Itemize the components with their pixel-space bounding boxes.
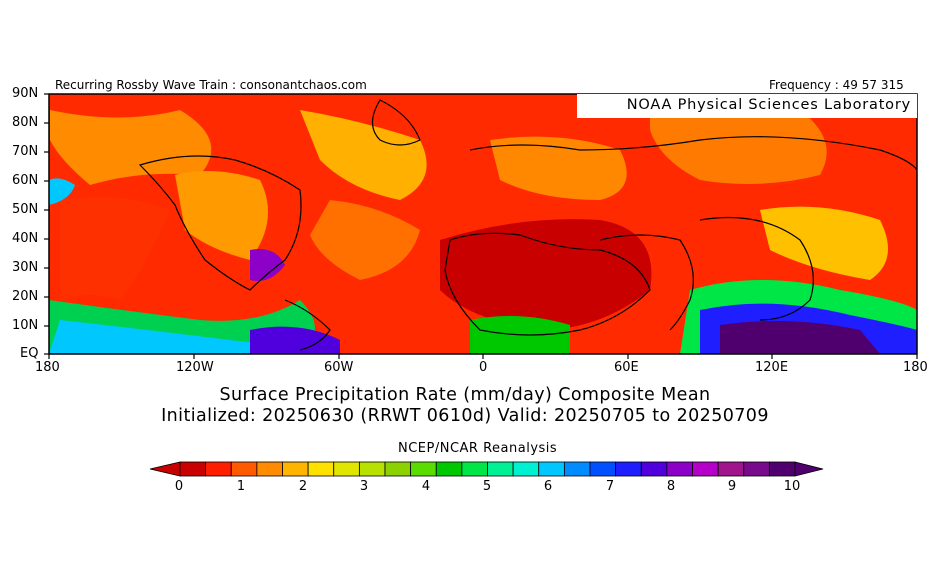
lon-label-60e: 60E — [614, 360, 639, 375]
colorbar-swatch — [717, 461, 745, 477]
colorbar-swatch — [563, 461, 591, 477]
colorbar-label-7: 7 — [605, 479, 615, 494]
colorbar-label-5: 5 — [482, 479, 492, 494]
lon-label-60w: 60W — [324, 360, 354, 375]
precip-field-europe — [490, 136, 627, 200]
precip-field-north-america — [175, 171, 268, 260]
lon-label-0: 0 — [479, 360, 488, 375]
colorbar-swatch — [512, 461, 540, 477]
lat-label-80n: 80N — [12, 115, 39, 130]
precip-field-itcz — [49, 320, 300, 354]
lat-label-10n: 10N — [12, 318, 39, 333]
colorbar-swatch — [538, 461, 565, 477]
precip-field-maritime-continent — [720, 321, 880, 354]
colorbar-high-arrow — [794, 461, 824, 477]
lon-label-120e: 120E — [755, 360, 789, 375]
colorbar-swatch — [666, 461, 693, 477]
lat-label-30n: 30N — [12, 260, 39, 275]
lat-label-20n: 20N — [12, 289, 39, 304]
colorbar-low-arrow — [149, 461, 181, 477]
colorbar-label-4: 4 — [421, 479, 431, 494]
colorbar-swatch — [743, 461, 770, 477]
colorbar-swatch — [692, 461, 719, 477]
colorbar-swatch — [179, 461, 207, 477]
colorbar-swatch — [640, 461, 668, 477]
colorbar-swatch — [461, 461, 488, 477]
colorbar-swatch — [615, 461, 642, 477]
colorbar-swatch — [487, 461, 514, 477]
colorbar-swatch — [333, 461, 360, 477]
lon-label-120w: 120W — [176, 360, 214, 375]
colorbar-swatch — [589, 461, 617, 477]
header-left-text: Recurring Rossby Wave Train : consonantc… — [55, 78, 367, 92]
colorbar-swatch — [358, 461, 386, 477]
colorbar-swatch — [307, 461, 335, 477]
colorbar-label-8: 8 — [666, 479, 676, 494]
precip-field-central-america — [250, 326, 340, 354]
lon-label-180w: 180 — [35, 360, 60, 375]
colorbar-label-9: 9 — [727, 479, 737, 494]
lat-label-eq: EQ — [20, 346, 39, 361]
map-title-line2: Initialized: 20250630 (RRWT 0610d) Valid… — [161, 406, 769, 426]
colorbar-swatch — [768, 461, 796, 477]
colorbar-label-10: 10 — [783, 479, 801, 494]
precip-field-gulf-of-mexico — [250, 249, 285, 281]
precip-field-mid-atlantic — [310, 200, 420, 280]
colorbar-label-1: 1 — [236, 479, 246, 494]
colorbar — [149, 461, 824, 477]
lat-label-70n: 70N — [12, 144, 39, 159]
header-right-text: Frequency : 49 57 315 — [769, 78, 904, 92]
colorbar-label-6: 6 — [543, 479, 553, 494]
colorbar-label-3: 3 — [359, 479, 369, 494]
precip-field-west-pacific — [760, 206, 888, 280]
precip-field-north-atlantic — [300, 110, 427, 200]
colorbar-label-0: 0 — [174, 479, 184, 494]
colorbar-swatch — [435, 461, 463, 477]
precip-field-north-pacific — [50, 110, 212, 185]
colorbar-label-2: 2 — [298, 479, 308, 494]
map-title-line1: Surface Precipitation Rate (mm/day) Comp… — [219, 385, 711, 405]
noaa-label: NOAA Physical Sciences Laboratory — [577, 94, 917, 118]
data-source-label: NCEP/NCAR Reanalysis — [398, 441, 558, 456]
lat-label-90n: 90N — [12, 86, 39, 101]
colorbar-swatch — [410, 461, 437, 477]
lon-label-180e: 180 — [903, 360, 928, 375]
precip-field-east-pacific — [60, 196, 170, 300]
lat-label-60n: 60N — [12, 173, 39, 188]
lat-label-40n: 40N — [12, 231, 39, 246]
precip-field-siberia — [650, 110, 827, 184]
colorbar-swatch — [256, 461, 283, 477]
coastlines — [138, 99, 918, 351]
precip-field-gulf-of-alaska — [49, 178, 75, 205]
colorbar-swatch — [282, 461, 309, 477]
colorbar-swatch — [205, 461, 232, 477]
colorbar-swatch — [384, 461, 412, 477]
axis-ticks — [44, 93, 918, 359]
precip-map — [49, 94, 918, 354]
colorbar-swatch — [230, 461, 258, 477]
precip-field-sahara — [440, 219, 652, 330]
lat-label-50n: 50N — [12, 202, 39, 217]
